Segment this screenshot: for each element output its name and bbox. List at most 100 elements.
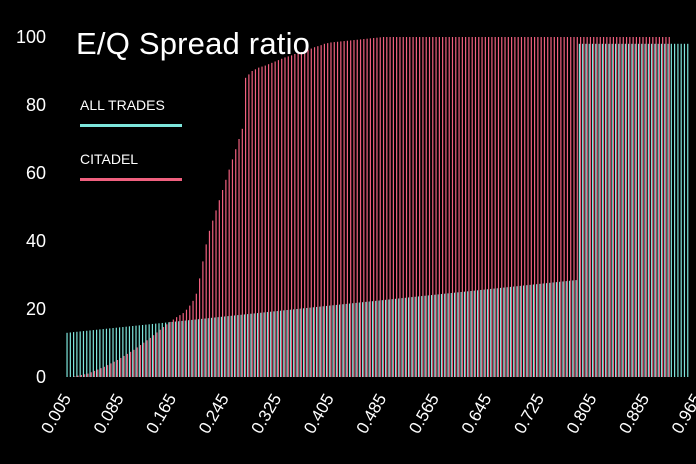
bar-citadel	[182, 313, 184, 377]
bar-all-trades	[601, 43, 603, 378]
legend-label-citadel: CITADEL	[80, 151, 139, 167]
bar-all-trades	[371, 301, 374, 377]
bar-all-trades	[224, 316, 226, 377]
bar-citadel	[356, 39, 358, 377]
x-tick-label: 0.165	[142, 391, 180, 437]
bar-all-trades	[644, 43, 646, 378]
bar-all-trades	[128, 326, 131, 377]
bar-citadel	[192, 300, 194, 377]
bar-citadel	[507, 37, 509, 377]
bar-citadel	[662, 37, 664, 377]
bar-citadel	[274, 61, 276, 377]
bar-citadel	[330, 42, 332, 377]
bar-all-trades	[378, 300, 380, 377]
bar-citadel	[284, 57, 286, 378]
bar-all-trades	[125, 326, 127, 377]
bar-all-trades	[306, 307, 308, 377]
bar-all-trades	[240, 314, 242, 377]
bar-citadel	[556, 37, 559, 377]
bar-citadel	[93, 370, 96, 377]
bar-citadel	[205, 244, 207, 377]
bar-citadel	[570, 37, 572, 377]
x-tick-label: 0.885	[615, 391, 653, 437]
bar-all-trades	[545, 283, 548, 377]
bar-citadel	[576, 37, 578, 377]
bar-all-trades	[325, 305, 328, 377]
bar-all-trades	[118, 327, 121, 377]
bars-group	[66, 37, 689, 378]
bar-citadel	[553, 37, 555, 377]
bar-all-trades	[230, 315, 232, 377]
bar-all-trades	[243, 314, 245, 377]
bar-all-trades	[522, 285, 525, 377]
bar-citadel	[366, 38, 368, 377]
x-tick-label: 0.005	[37, 391, 75, 437]
bar-citadel	[97, 369, 99, 377]
bar-citadel	[606, 37, 608, 377]
bar-all-trades	[624, 43, 626, 378]
bar-all-trades	[647, 43, 649, 378]
bar-citadel	[87, 373, 89, 377]
bar-citadel	[350, 40, 352, 378]
bar-all-trades	[348, 303, 351, 377]
bar-all-trades	[279, 310, 282, 377]
bar-all-trades	[578, 43, 580, 378]
bar-all-trades	[568, 280, 571, 377]
bar-citadel	[625, 37, 628, 377]
bar-all-trades	[358, 302, 360, 377]
bar-citadel	[179, 315, 181, 377]
bar-citadel	[602, 37, 605, 377]
bar-citadel	[668, 37, 670, 377]
bar-all-trades	[296, 309, 298, 377]
bar-citadel	[635, 37, 638, 377]
bar-citadel	[665, 37, 667, 377]
bar-citadel	[300, 51, 303, 378]
bar-all-trades	[660, 43, 663, 378]
y-tick-100: 100	[15, 27, 46, 47]
bar-citadel	[419, 37, 421, 377]
bar-all-trades	[424, 295, 426, 377]
bar-all-trades	[174, 321, 177, 377]
bar-all-trades	[309, 307, 311, 377]
bar-citadel	[149, 337, 151, 377]
bar-citadel	[100, 368, 102, 377]
bar-all-trades	[585, 43, 587, 378]
bar-citadel	[573, 37, 575, 377]
bar-all-trades	[677, 43, 679, 378]
bar-all-trades	[250, 313, 252, 377]
bar-citadel	[596, 37, 598, 377]
bar-citadel	[136, 347, 138, 377]
bar-all-trades	[503, 287, 505, 377]
bar-all-trades	[237, 315, 239, 377]
bar-citadel	[514, 37, 516, 377]
bar-all-trades	[197, 319, 200, 377]
bar-all-trades	[562, 281, 564, 377]
bar-all-trades	[414, 296, 416, 377]
chart-title: E/Q Spread ratio	[76, 26, 311, 61]
bar-citadel	[327, 43, 329, 378]
bar-citadel	[530, 37, 532, 377]
bar-citadel	[310, 48, 312, 378]
bar-all-trades	[385, 299, 387, 377]
bar-all-trades	[263, 312, 265, 377]
bar-all-trades	[132, 326, 134, 377]
bar-all-trades	[69, 332, 71, 377]
bar-all-trades	[135, 325, 137, 377]
bar-citadel	[166, 324, 168, 377]
bar-all-trades	[375, 300, 377, 377]
bar-all-trades	[115, 327, 117, 377]
bar-citadel	[497, 37, 500, 377]
y-tick-20: 20	[25, 299, 46, 319]
bar-citadel	[432, 37, 434, 377]
legend-swatch-all-trades	[80, 124, 182, 127]
bar-citadel	[294, 54, 296, 377]
bar-citadel	[616, 37, 618, 377]
bar-citadel	[159, 329, 161, 377]
x-tick-label: 0.085	[90, 391, 128, 437]
bar-all-trades	[339, 304, 341, 377]
bar-citadel	[632, 37, 634, 377]
bar-all-trades	[394, 298, 397, 377]
bar-citadel	[379, 37, 381, 378]
legend-label-all-trades: ALL TRADES	[80, 97, 165, 113]
bar-citadel	[235, 149, 237, 377]
